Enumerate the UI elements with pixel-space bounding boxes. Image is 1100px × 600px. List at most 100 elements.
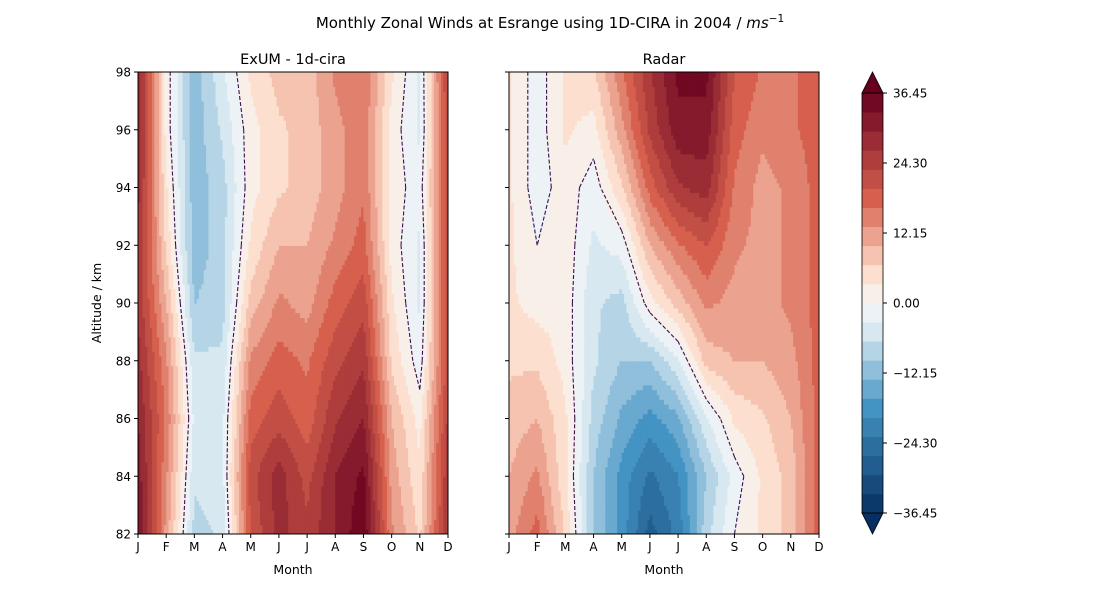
wind-cell (173, 375, 177, 381)
wind-cell (382, 384, 386, 391)
wind-cell (361, 490, 365, 497)
wind-cell (250, 384, 254, 391)
wind-cell (281, 529, 285, 534)
wind-cell (159, 336, 163, 343)
wind-cell (206, 447, 210, 453)
wind-cell (154, 389, 158, 396)
wind-cell (140, 312, 144, 319)
wind-cell (234, 476, 238, 482)
wind-cell (138, 509, 141, 516)
wind-cell (138, 505, 141, 511)
wind-cell (255, 476, 259, 482)
wind-cell (297, 524, 301, 530)
wind-cell (163, 524, 167, 530)
wind-cell (234, 509, 238, 516)
wind-cell (396, 509, 400, 516)
wind-cell (344, 370, 348, 376)
wind-cell (238, 418, 242, 424)
wind-cell (422, 360, 426, 367)
wind-cell (269, 519, 273, 525)
wind-cell (156, 466, 160, 473)
wind-cell (330, 375, 334, 381)
wind-cell (238, 457, 242, 463)
wind-cell (361, 514, 365, 521)
wind-cell (307, 375, 311, 381)
wind-cell (365, 485, 369, 492)
wind-cell (288, 360, 292, 367)
wind-cell (140, 418, 144, 424)
wind-cell (403, 490, 407, 497)
wind-cell (290, 481, 294, 487)
wind-cell (316, 514, 320, 521)
wind-cell (408, 495, 412, 501)
wind-cell (358, 365, 362, 371)
wind-cell (382, 495, 386, 501)
wind-cell (438, 413, 442, 420)
wind-cell (358, 519, 362, 525)
wind-cell (330, 447, 334, 453)
wind-cell (410, 394, 414, 400)
wind-cell (396, 485, 400, 492)
wind-cell (323, 461, 327, 468)
wind-cell (293, 380, 296, 386)
wind-cell (304, 471, 308, 477)
wind-cell (325, 423, 329, 429)
wind-cell (297, 514, 301, 521)
wind-cell (347, 423, 350, 429)
wind-cell (431, 495, 435, 501)
wind-cell (297, 423, 301, 429)
wind-cell (163, 452, 167, 458)
wind-cell (335, 418, 339, 424)
wind-cell (177, 408, 181, 415)
wind-cell (264, 509, 268, 516)
wind-cell (271, 394, 275, 400)
wind-cell (269, 447, 273, 453)
wind-cell (138, 360, 141, 367)
wind-cell (363, 476, 367, 482)
wind-cell (175, 394, 179, 400)
wind-cell (238, 461, 242, 468)
wind-cell (318, 399, 322, 405)
wind-cell (180, 481, 184, 487)
wind-cell (250, 370, 254, 376)
wind-cell (281, 466, 285, 473)
wind-cell (217, 418, 221, 424)
wind-cell (196, 413, 200, 420)
wind-cell (412, 461, 416, 468)
wind-cell (419, 481, 423, 487)
wind-cell (138, 437, 141, 444)
wind-cell (175, 505, 179, 511)
wind-cell (440, 375, 444, 381)
wind-cell (199, 476, 203, 482)
wind-cell (246, 509, 249, 516)
wind-cell (166, 457, 170, 463)
wind-cell (354, 428, 358, 434)
wind-cell (154, 380, 158, 386)
wind-cell (321, 428, 325, 434)
wind-cell (260, 476, 264, 482)
wind-cell (192, 428, 195, 434)
wind-cell (398, 384, 402, 391)
wind-cell (295, 360, 299, 367)
wind-cell (398, 524, 402, 530)
wind-cell (361, 408, 365, 415)
wind-cell (356, 461, 360, 468)
wind-cell (368, 461, 372, 468)
wind-cell (196, 428, 200, 434)
wind-cell (398, 509, 402, 516)
wind-cell (403, 519, 407, 525)
wind-cell (173, 447, 177, 453)
wind-cell (417, 519, 421, 525)
wind-cell (152, 418, 156, 424)
wind-cell (440, 452, 444, 458)
wind-cell (433, 423, 437, 429)
wind-cell (422, 529, 426, 534)
wind-cell (429, 461, 433, 468)
wind-cell (302, 394, 306, 400)
wind-cell (401, 505, 404, 511)
wind-cell (314, 505, 318, 511)
wind-cell (187, 399, 191, 405)
wind-cell (180, 476, 184, 482)
wind-cell (142, 452, 146, 458)
wind-cell (222, 485, 226, 492)
